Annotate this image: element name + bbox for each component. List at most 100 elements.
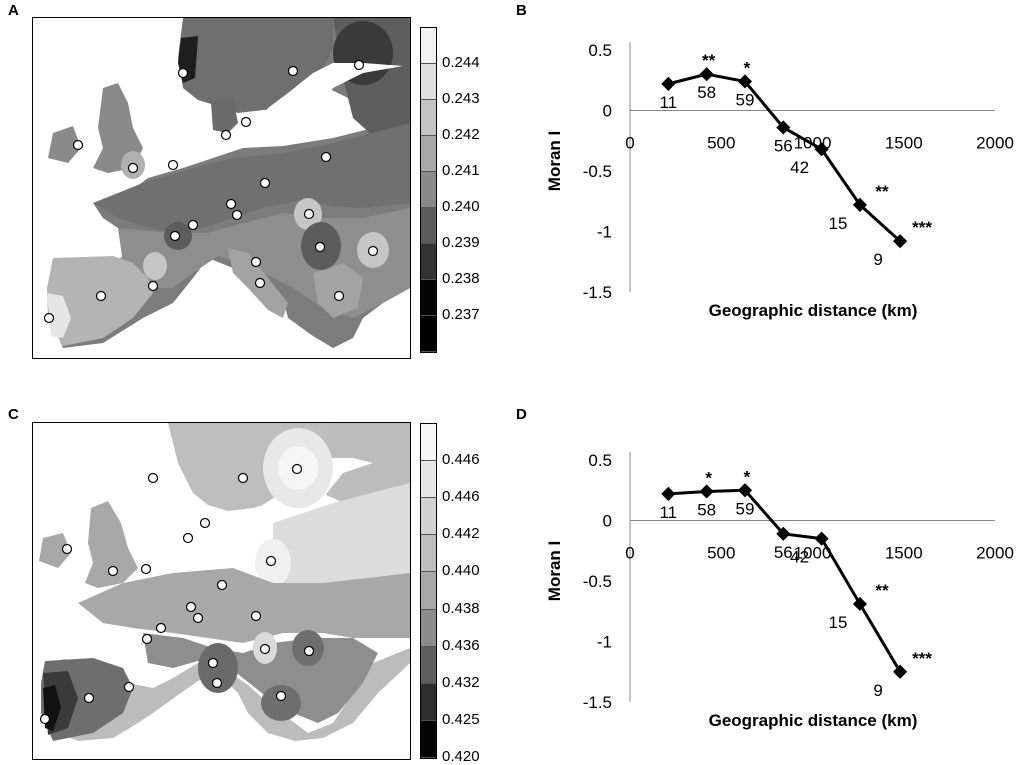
legend-c-swatch (421, 498, 436, 536)
legend-c-label: 0.420 (442, 748, 480, 765)
significance-label: ** (875, 182, 889, 201)
sample-points-a (43, 59, 379, 324)
x-tick-label: 2000 (976, 134, 1014, 153)
legend-a-label: 0.244 (442, 54, 480, 71)
legend-c: 0.446 0.446 0.442 0.440 0.438 0.436 0.432 0.425… (420, 423, 520, 765)
legend-c-swatch (421, 683, 436, 721)
count-label: 56 (774, 543, 793, 562)
map-c (32, 422, 411, 760)
count-label: 42 (790, 548, 809, 567)
y-axis-label: Moran I (545, 541, 564, 601)
legend-c-swatch (421, 646, 436, 684)
data-point (852, 596, 868, 612)
y-tick-label: -1 (597, 223, 612, 242)
significance-label: * (705, 468, 712, 487)
data-point (893, 664, 908, 679)
significance-label: * (744, 467, 751, 486)
map-c-graphic (33, 423, 410, 759)
y-tick-label: -0.5 (583, 572, 612, 591)
x-tick-label: 0 (625, 134, 634, 153)
count-label: 9 (873, 681, 882, 700)
count-label: 15 (828, 613, 847, 632)
legend-a-swatch (421, 208, 436, 244)
map-a-graphic (33, 18, 410, 358)
map-a (32, 17, 411, 359)
count-label: 56 (774, 136, 793, 155)
significance-label: *** (912, 218, 932, 237)
x-axis-label: Geographic distance (km) (709, 711, 918, 730)
x-tick-label: 1500 (885, 544, 923, 563)
legend-c-label: 0.440 (442, 562, 480, 580)
x-tick-label: 500 (707, 134, 735, 153)
legend-a-colorbar (420, 27, 437, 353)
x-axis-label: Geographic distance (km) (709, 301, 918, 320)
legend-a-swatch (421, 316, 436, 352)
legend-c-label: 0.446 (442, 451, 480, 469)
x-tick-label: 500 (707, 544, 735, 563)
x-tick-label: 0 (625, 544, 634, 563)
significance-label: ** (875, 581, 889, 600)
count-label: 42 (790, 158, 809, 177)
great-britain (93, 83, 143, 173)
y-tick-label: 0.5 (588, 451, 612, 470)
chart-d: 0.5 0 -0.5 -1 -1.5 0 500 1000 1500 2000 Moran I Geo… (530, 430, 1024, 735)
legend-c-swatch (421, 572, 436, 610)
panel-letter-c: C (8, 406, 19, 423)
legend-a-label: 0.242 (442, 126, 480, 143)
data-point (814, 142, 829, 157)
legend-c-colorbar (420, 423, 437, 759)
legend-c-label: 0.442 (442, 525, 480, 543)
count-label: 58 (697, 500, 716, 519)
legend-a-swatch (421, 28, 436, 64)
panel-letter-b: B (516, 2, 527, 19)
legend-c-label: 0.432 (442, 673, 480, 691)
y-tick-label: 0 (603, 512, 612, 531)
y-tick-label: -1.5 (583, 693, 612, 712)
sample-points-c (39, 463, 315, 725)
baltic-sea (258, 63, 403, 130)
legend-c-label: 0.425 (442, 710, 480, 728)
legend-a-label: 0.241 (442, 162, 480, 179)
count-label: 59 (736, 499, 755, 518)
legend-a-label: 0.238 (442, 270, 480, 287)
data-point (661, 486, 676, 501)
legend-c-label: 0.436 (442, 636, 480, 654)
significance-label: *** (912, 649, 932, 668)
legend-a-swatch (421, 244, 436, 280)
panel-letter-d: D (516, 406, 527, 423)
x-tick-label: 1500 (885, 134, 923, 153)
legend-c-swatch (421, 609, 436, 647)
legend-a-label: 0.239 (442, 234, 480, 251)
legend-c-swatch (421, 424, 436, 462)
legend-c-label: 0.446 (442, 488, 480, 506)
significance-label: * (744, 58, 751, 77)
count-label: 9 (873, 250, 882, 269)
data-point (661, 76, 676, 91)
data-point (852, 197, 868, 212)
legend-c-swatch (421, 535, 436, 573)
data-point (776, 526, 791, 541)
legend-c-label: 0.438 (442, 599, 480, 617)
legend-a-swatch (421, 172, 436, 208)
legend-c-swatch (421, 461, 436, 499)
legend-a: 0.244 0.243 0.242 0.241 0.240 0.239 0.238 0.237 (420, 27, 520, 353)
y-tick-label: 0 (603, 102, 612, 121)
y-tick-label: 0.5 (588, 41, 612, 60)
count-label: 58 (697, 83, 716, 102)
legend-a-label: 0.237 (442, 306, 480, 323)
legend-a-swatch (421, 136, 436, 172)
legend-a-swatch (421, 100, 436, 136)
count-label: 11 (659, 93, 677, 112)
count-label: 15 (828, 214, 847, 233)
legend-a-label: 0.240 (442, 198, 480, 215)
x-tick-label: 1000 (794, 544, 832, 563)
chart-d-svg: 0.5 0 -0.5 -1 -1.5 0 500 1000 1500 2000 Moran I Geo… (545, 451, 1014, 730)
y-tick-label: -1 (597, 633, 612, 652)
legend-a-swatch (421, 280, 436, 316)
y-axis-label: Moran I (545, 131, 564, 191)
significance-label: ** (702, 51, 716, 70)
legend-c-swatch (421, 720, 436, 758)
count-label: 11 (659, 503, 677, 522)
legend-a-label: 0.243 (442, 90, 480, 107)
